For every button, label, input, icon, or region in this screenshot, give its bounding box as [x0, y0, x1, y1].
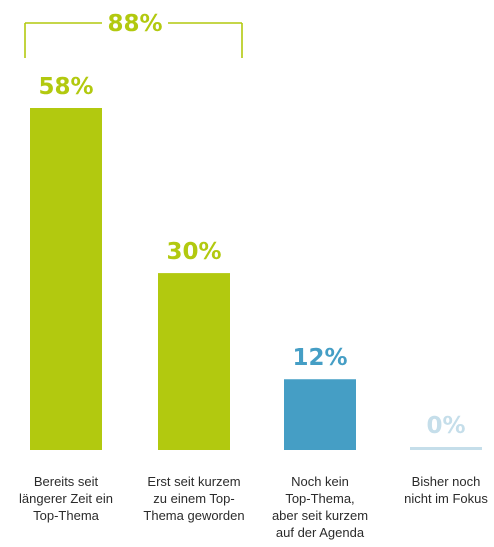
category-label-2: Erst seit kurzem zu einem Top-Thema gewor… [143, 474, 244, 523]
bar-1 [30, 108, 102, 450]
category-label-4: Bisher noch nicht im Fokus [404, 474, 488, 506]
bar-3 [284, 379, 356, 450]
bar-2 [158, 273, 230, 450]
category-label-3: Noch kein Top-Thema, aber seit kurzem auf d… [272, 474, 368, 540]
value-label-2: 30% [166, 239, 221, 265]
value-label-1: 58% [38, 74, 93, 100]
value-label-3: 12% [292, 345, 347, 371]
category-label-1: Bereits seit längerer Zeit ein Top-Thema [19, 474, 113, 523]
bracket-label: 88% [107, 11, 162, 37]
value-label-4: 0% [426, 413, 465, 439]
bar-4 [410, 447, 482, 450]
